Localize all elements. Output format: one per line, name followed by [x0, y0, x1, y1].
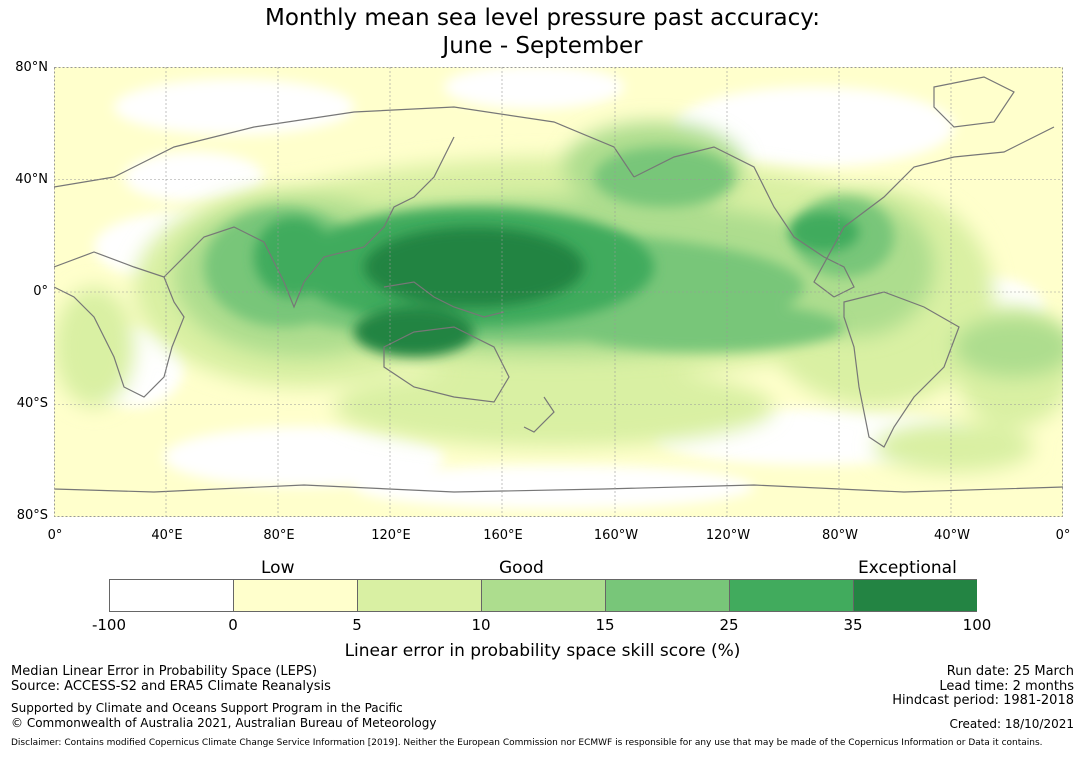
footer-lead-time: Lead time: 2 months [939, 679, 1074, 694]
legend-category-low: Low [261, 558, 295, 578]
lon-label-40w: 40°W [934, 528, 970, 543]
footer-run-date: Run date: 25 March [946, 664, 1074, 679]
colorbar-segment-4 [605, 579, 730, 612]
footer-copyright: © Commonwealth of Australia 2021, Austra… [11, 716, 437, 730]
coast-africa [54, 251, 185, 398]
lon-label-40e: 40°E [151, 528, 183, 543]
lat-label-40s: 40°S [16, 396, 48, 411]
lon-label-80w: 80°W [822, 528, 858, 543]
coast-eurasia-north [54, 106, 635, 188]
lat-label-80s: 80°S [16, 508, 48, 523]
skill-map [54, 67, 1063, 517]
coast-indonesia [383, 281, 505, 318]
coast-arabia-india [163, 226, 365, 309]
coastlines [54, 76, 1063, 493]
map-frame [54, 67, 1063, 517]
colorbar-label: Linear error in probability space skill … [344, 641, 741, 661]
graticule [54, 67, 1063, 517]
coast-north-america-west [633, 146, 855, 298]
lat-label-40n: 40°N [15, 172, 48, 187]
legend-tick-0: 0 [228, 616, 238, 634]
legend-tick-5: 5 [352, 616, 362, 634]
footer-source: Source: ACCESS-S2 and ERA5 Climate Reana… [11, 679, 331, 694]
coast-antarctica [54, 484, 1063, 493]
legend-tick-100: 100 [962, 616, 992, 634]
coast-north-america-east [813, 126, 1055, 298]
coast-south-america [843, 291, 960, 448]
chart-title: Monthly mean sea level pressure past acc… [0, 4, 1085, 60]
coast-australia [383, 326, 510, 403]
colorbar-segment-3 [481, 579, 606, 612]
legend-tick-35: 35 [843, 616, 863, 634]
legend-category-good: Good [499, 558, 544, 578]
footer-disclaimer: Disclaimer: Contains modified Copernicus… [11, 738, 1043, 748]
skill-map-svg [54, 67, 1063, 517]
lon-label-120e: 120°E [371, 528, 411, 543]
lon-label-160e: 160°E [483, 528, 523, 543]
colorbar [109, 579, 977, 612]
legend-tick-25: 25 [719, 616, 739, 634]
footer-method: Median Linear Error in Probability Space… [11, 664, 318, 679]
lon-label-160w: 160°W [593, 528, 639, 543]
title-line-2: June - September [442, 33, 643, 59]
footer-hindcast: Hindcast period: 1981-2018 [892, 693, 1074, 708]
lat-label-0: 0° [33, 284, 48, 299]
colorbar-segment-0 [109, 579, 234, 612]
legend-category-exceptional: Exceptional [858, 558, 957, 578]
colorbar-segment-2 [357, 579, 482, 612]
colorbar-segment-5 [729, 579, 854, 612]
footer-support: Supported by Climate and Oceans Support … [11, 701, 403, 715]
legend-tick-15: 15 [595, 616, 615, 634]
lon-label-120w: 120°W [705, 528, 751, 543]
lon-label-0-right: 0° [1055, 528, 1071, 543]
coast-new-zealand [523, 396, 555, 433]
lat-label-80n: 80°N [15, 60, 48, 75]
legend-tick-neg100: -100 [91, 616, 127, 634]
lon-label-80e: 80°E [263, 528, 295, 543]
title-line-1: Monthly mean sea level pressure past acc… [265, 5, 820, 31]
footer-created: Created: 18/10/2021 [949, 717, 1074, 731]
lon-label-0-left: 0° [47, 528, 63, 543]
colorbar-segment-6 [853, 579, 977, 612]
colorbar-segment-1 [233, 579, 358, 612]
legend-tick-10: 10 [471, 616, 491, 634]
coast-greenland [933, 76, 1015, 128]
coast-east-asia [363, 136, 455, 248]
